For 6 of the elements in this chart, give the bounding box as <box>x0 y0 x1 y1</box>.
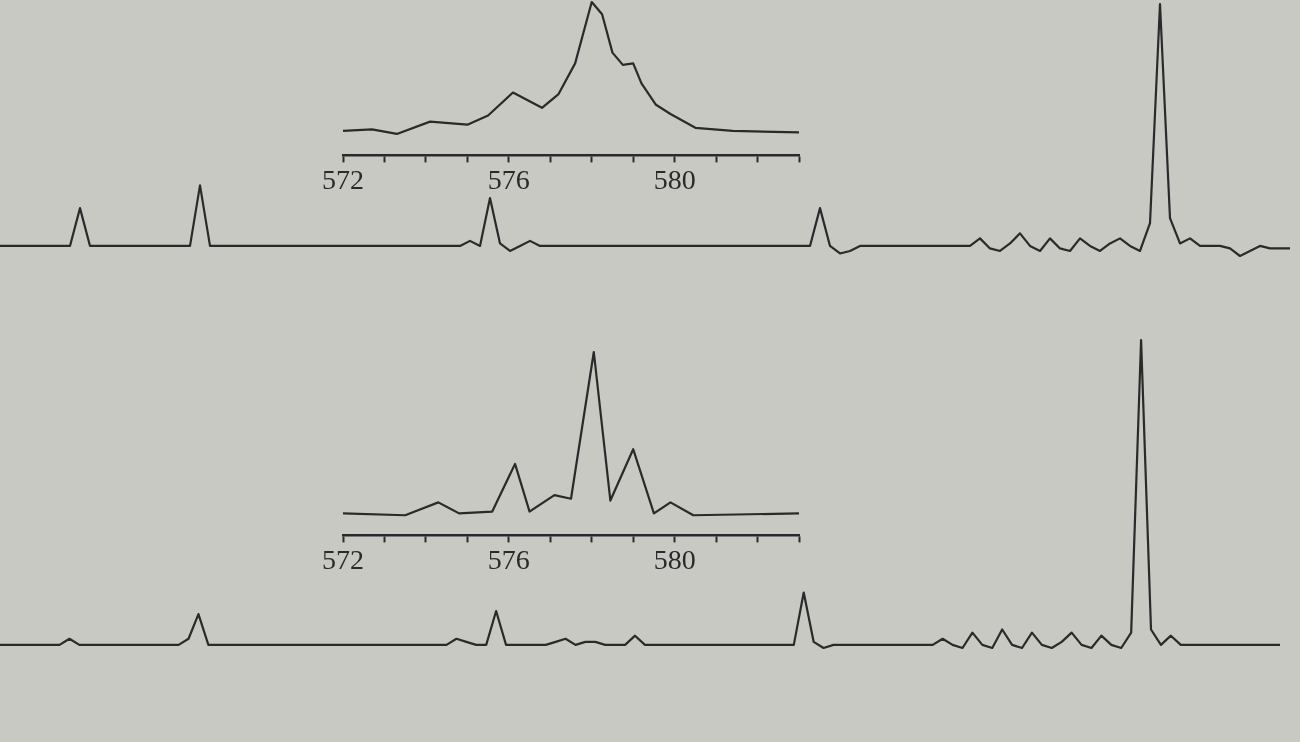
x-tick-label: 576 <box>487 543 530 575</box>
x-tick-label: 580 <box>653 163 696 195</box>
x-tick-label: 572 <box>322 543 364 575</box>
x-tick-label: 580 <box>653 543 696 575</box>
x-tick-label: 576 <box>487 163 530 195</box>
x-tick-label: 572 <box>322 163 364 195</box>
